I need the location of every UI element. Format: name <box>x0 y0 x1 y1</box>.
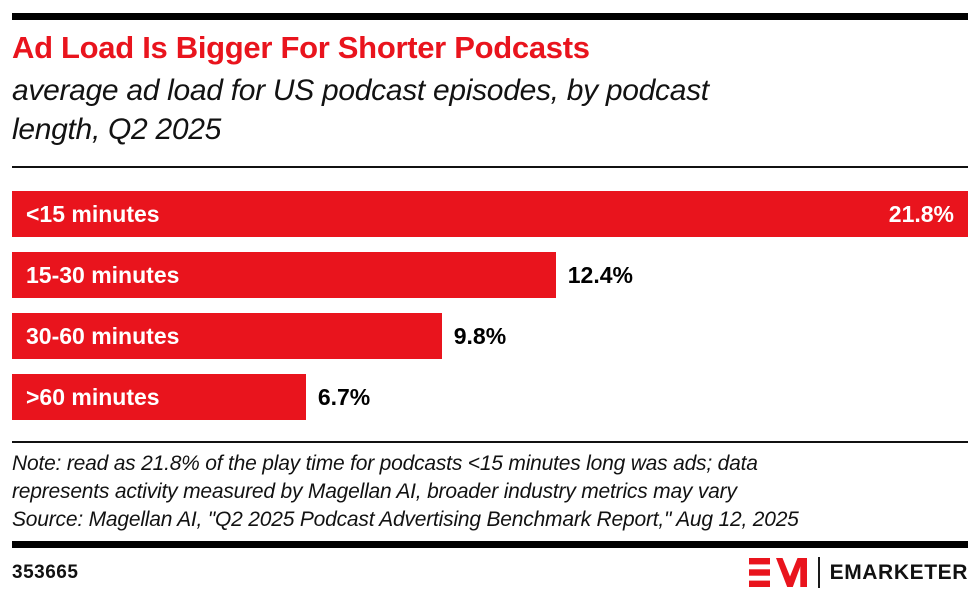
note-line-1: Note: read as 21.8% of the play time for… <box>12 452 758 475</box>
emarketer-logo-icon <box>748 558 807 587</box>
note-divider <box>12 441 968 443</box>
bar-category-label: >60 minutes <box>26 383 160 410</box>
bar-gt60-minutes: >60 minutes <box>12 374 306 420</box>
bar-chart: <15 minutes 21.8% 15-30 minutes 12.4% 30… <box>12 191 968 420</box>
bar-row: <15 minutes 21.8% <box>12 191 968 237</box>
logo-divider <box>817 557 820 588</box>
bar-category-label: 15-30 minutes <box>26 261 180 288</box>
bottom-rule-divider <box>12 541 968 548</box>
bar-lt15-minutes: <15 minutes 21.8% <box>12 191 968 237</box>
bar-row: 15-30 minutes 12.4% <box>12 252 968 298</box>
chart-page: Ad Load Is Bigger For Shorter Podcasts a… <box>0 13 980 590</box>
bar-value-label: 9.8% <box>453 322 507 349</box>
page-title: Ad Load Is Bigger For Shorter Podcasts <box>12 30 590 65</box>
bar-category-label: 30-60 minutes <box>26 322 180 349</box>
note-line-2: represents activity measured by Magellan… <box>12 480 737 503</box>
top-rule-divider <box>12 13 968 20</box>
bar-value-label: 21.8% <box>888 200 954 227</box>
bar-row: >60 minutes 6.7% <box>12 374 968 420</box>
bar-30-60-minutes: 30-60 minutes <box>12 313 442 359</box>
page-subtitle-line-2: length, Q2 2025 <box>12 113 222 146</box>
footer: 353665 EMARKETER <box>12 557 968 588</box>
brand-wordmark: EMARKETER <box>829 560 968 584</box>
header-divider <box>12 166 968 168</box>
bar-category-label: <15 minutes <box>26 200 160 227</box>
bar-15-30-minutes: 15-30 minutes <box>12 252 556 298</box>
bar-value-label: 12.4% <box>567 261 633 288</box>
emarketer-brand: EMARKETER <box>748 557 968 588</box>
chart-id: 353665 <box>12 561 79 583</box>
page-subtitle-line-1: average ad load for US podcast episodes,… <box>12 74 709 107</box>
bar-row: 30-60 minutes 9.8% <box>12 313 968 359</box>
note-and-source: Note: read as 21.8% of the play time for… <box>12 450 968 534</box>
page-subtitle: average ad load for US podcast episodes,… <box>12 71 968 149</box>
source-line: Source: Magellan AI, "Q2 2025 Podcast Ad… <box>12 508 799 531</box>
bar-value-label: 6.7% <box>317 383 371 410</box>
